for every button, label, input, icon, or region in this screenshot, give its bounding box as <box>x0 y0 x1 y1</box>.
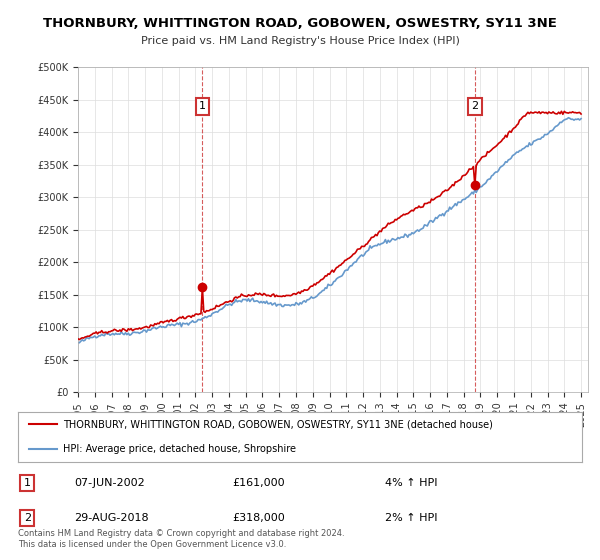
Text: Contains HM Land Registry data © Crown copyright and database right 2024.
This d: Contains HM Land Registry data © Crown c… <box>18 529 344 549</box>
Text: 07-JUN-2002: 07-JUN-2002 <box>74 478 145 488</box>
Text: THORNBURY, WHITTINGTON ROAD, GOBOWEN, OSWESTRY, SY11 3NE (detached house): THORNBURY, WHITTINGTON ROAD, GOBOWEN, OS… <box>63 419 493 429</box>
Text: 1: 1 <box>23 478 31 488</box>
Text: 2: 2 <box>471 101 478 111</box>
Text: £318,000: £318,000 <box>232 513 285 523</box>
Text: 4% ↑ HPI: 4% ↑ HPI <box>385 478 437 488</box>
Text: 2% ↑ HPI: 2% ↑ HPI <box>385 513 437 523</box>
Text: 2: 2 <box>23 513 31 523</box>
Text: 1: 1 <box>199 101 206 111</box>
Text: 29-AUG-2018: 29-AUG-2018 <box>74 513 149 523</box>
Text: THORNBURY, WHITTINGTON ROAD, GOBOWEN, OSWESTRY, SY11 3NE: THORNBURY, WHITTINGTON ROAD, GOBOWEN, OS… <box>43 17 557 30</box>
Text: £161,000: £161,000 <box>232 478 285 488</box>
Text: HPI: Average price, detached house, Shropshire: HPI: Average price, detached house, Shro… <box>63 445 296 454</box>
Text: Price paid vs. HM Land Registry's House Price Index (HPI): Price paid vs. HM Land Registry's House … <box>140 36 460 46</box>
